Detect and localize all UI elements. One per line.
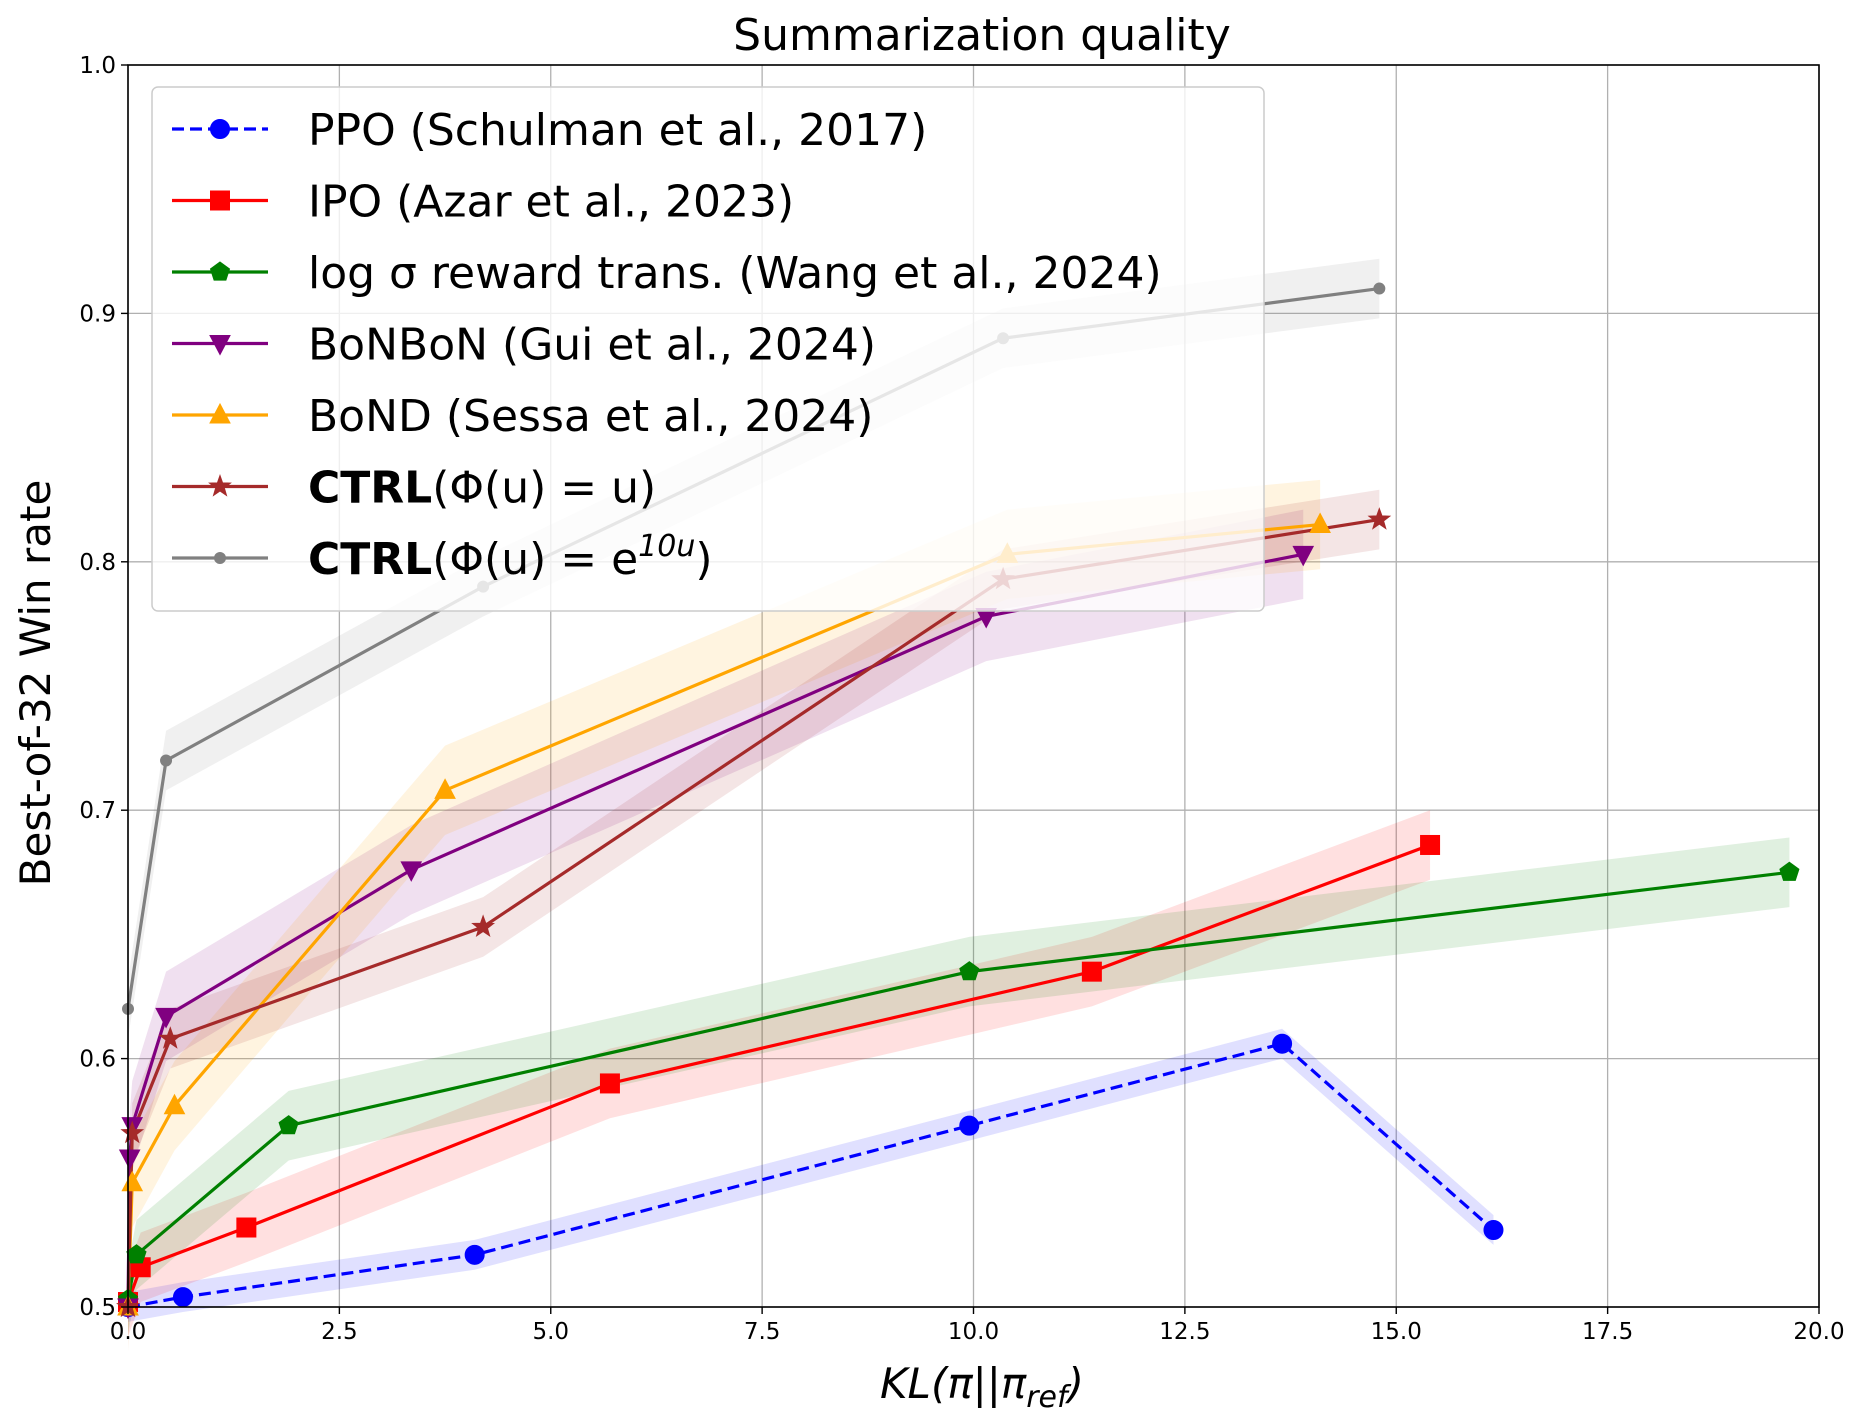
legend-label: PPO (Schulman et al., 2017) bbox=[308, 105, 927, 156]
point-ctrl-u-e-10u bbox=[160, 754, 173, 767]
x-tick-label: 0.0 bbox=[110, 1319, 147, 1345]
point-log-reward-trans-wang-et-al-2024 bbox=[278, 1115, 299, 1135]
point-log-reward-trans-wang-et-al-2024 bbox=[959, 961, 980, 981]
legend-box bbox=[151, 86, 1265, 612]
point-bond-sessa-et-al-2024 bbox=[434, 778, 456, 799]
point-ipo-azar-et-al-2023 bbox=[1420, 834, 1441, 855]
point-bonbon-gui-et-al-2024 bbox=[155, 1007, 177, 1029]
point-ctrl-u-u bbox=[1367, 507, 1392, 530]
legend-label: BoND (Sessa et al., 2024) bbox=[308, 391, 873, 442]
band-ctrl-u-e-10u bbox=[128, 258, 1380, 1039]
legend-marker bbox=[214, 552, 226, 564]
point-ppo-schulman-et-al-2017 bbox=[464, 1244, 485, 1265]
legend: PPO (Schulman et al., 2017) IPO (Azar et … bbox=[151, 86, 1265, 612]
point-ipo-azar-et-al-2023 bbox=[1081, 961, 1102, 982]
point-ctrl-u-u bbox=[471, 914, 496, 937]
y-tick-label: 0.9 bbox=[79, 301, 116, 327]
y-tick-label: 0.6 bbox=[79, 1047, 116, 1073]
y-axis-label: Best-of-32 Win rate bbox=[11, 480, 60, 887]
x-tick-label: 7.5 bbox=[744, 1319, 781, 1345]
legend-marker bbox=[210, 190, 230, 211]
y-tick-label: 0.7 bbox=[79, 798, 116, 824]
x-tick-label: 2.5 bbox=[321, 1319, 358, 1345]
point-ctrl-u-u bbox=[158, 1026, 183, 1049]
legend-label: log σ reward trans. (Wang et al., 2024) bbox=[308, 248, 1162, 299]
legend-label: CTRL(Φ(u) = u) bbox=[308, 463, 656, 514]
point-bonbon-gui-et-al-2024 bbox=[118, 1149, 141, 1171]
y-tick-label: 0.8 bbox=[79, 550, 116, 576]
legend-label: CTRL(Φ(u) = e10u) bbox=[308, 529, 713, 585]
x-tick-label: 15.0 bbox=[1371, 1319, 1422, 1345]
point-log-reward-trans-wang-et-al-2024 bbox=[1779, 861, 1800, 881]
legend-marker bbox=[209, 261, 231, 281]
legend-marker bbox=[208, 473, 232, 497]
x-axis-label: KL(π||πref) bbox=[880, 1359, 1084, 1415]
point-ipo-azar-et-al-2023 bbox=[599, 1073, 620, 1094]
point-bonbon-gui-et-al-2024 bbox=[400, 861, 423, 882]
axis-ticks: 0.0 2.5 5.0 7.5 10.0 12.5 15.0 17.5 20.0 0.5 0.6 0.… bbox=[79, 53, 1844, 1345]
legend-label: IPO (Azar et al., 2023) bbox=[308, 177, 794, 228]
chart-title: Summarization quality bbox=[733, 10, 1231, 61]
point-ipo-azar-et-al-2023 bbox=[236, 1217, 257, 1238]
x-tick-label: 17.5 bbox=[1582, 1319, 1633, 1345]
x-tick-label: 5.0 bbox=[532, 1319, 569, 1345]
legend-marker bbox=[210, 119, 230, 139]
x-tick-label: 20.0 bbox=[1793, 1319, 1844, 1345]
band-ipo-azar-et-al-2023 bbox=[128, 810, 1431, 1337]
point-bond-sessa-et-al-2024 bbox=[163, 1093, 186, 1115]
x-tick-label: 10.0 bbox=[948, 1319, 999, 1345]
point-ppo-schulman-et-al-2017 bbox=[959, 1115, 980, 1136]
y-tick-label: 0.5 bbox=[79, 1295, 116, 1321]
point-ppo-schulman-et-al-2017 bbox=[172, 1287, 193, 1308]
point-ctrl-u-u bbox=[120, 1120, 145, 1144]
point-ppo-schulman-et-al-2017 bbox=[1483, 1219, 1504, 1240]
legend-marker bbox=[209, 335, 231, 356]
x-tick-label: 12.5 bbox=[1159, 1319, 1210, 1345]
y-tick-label: 1.0 bbox=[79, 53, 116, 79]
legend-label: BoNBoN (Gui et al., 2024) bbox=[308, 320, 876, 371]
point-ppo-schulman-et-al-2017 bbox=[1272, 1033, 1293, 1054]
point-ctrl-u-e-10u bbox=[1373, 282, 1386, 295]
point-bonbon-gui-et-al-2024 bbox=[1292, 545, 1315, 567]
legend-marker bbox=[209, 402, 231, 424]
point-bond-sessa-et-al-2024 bbox=[1309, 512, 1331, 534]
